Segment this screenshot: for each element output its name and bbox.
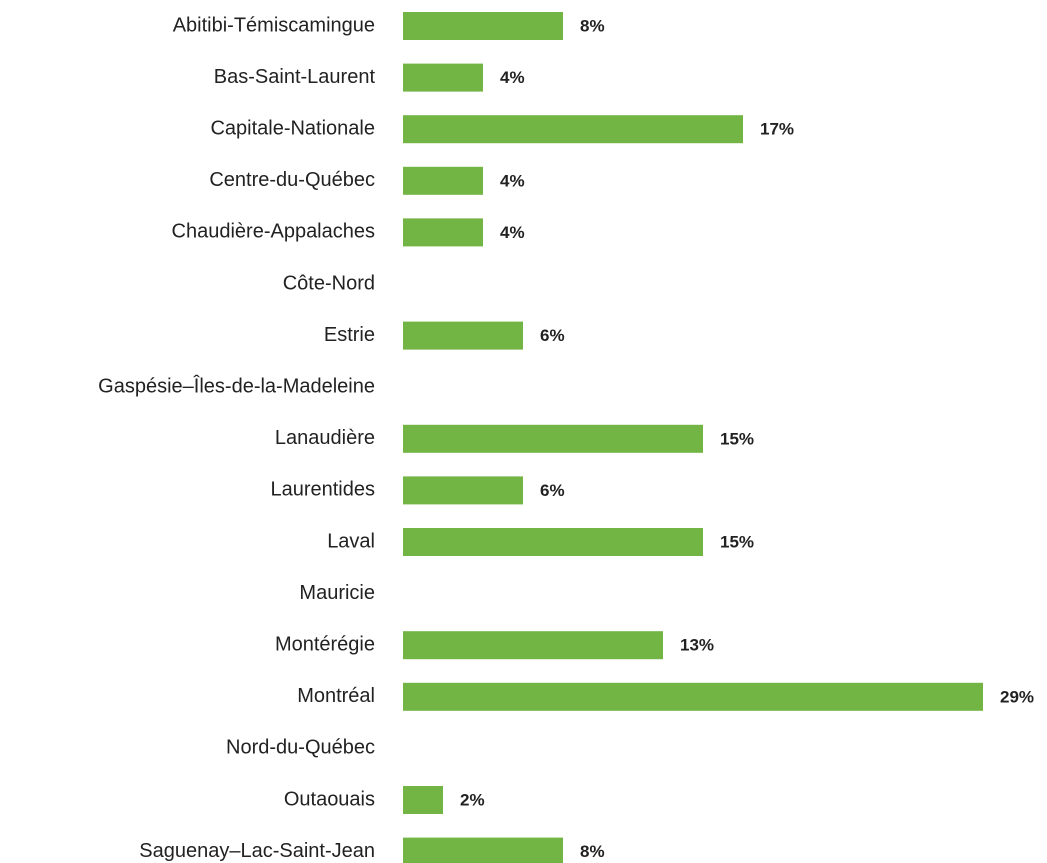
bar bbox=[403, 786, 443, 814]
category-label: Montérégie bbox=[275, 633, 375, 655]
bar bbox=[403, 682, 983, 711]
category-label: Nord-du-Québec bbox=[226, 737, 375, 759]
category-label: Abitibi-Témiscamingue bbox=[173, 14, 375, 36]
category-label: Outaouais bbox=[284, 788, 375, 810]
category-label: Mauricie bbox=[299, 582, 375, 604]
bar bbox=[403, 424, 703, 453]
value-label: 4% bbox=[500, 68, 525, 87]
category-label: Laval bbox=[327, 530, 375, 552]
value-label: 15% bbox=[720, 429, 754, 448]
bar bbox=[403, 115, 743, 144]
category-label: Chaudière-Appalaches bbox=[172, 221, 375, 243]
category-label: Lanaudière bbox=[275, 427, 375, 449]
bar bbox=[403, 476, 523, 505]
bar bbox=[403, 12, 563, 40]
category-label: Estrie bbox=[324, 324, 375, 346]
value-label: 8% bbox=[580, 16, 605, 35]
category-label: Côte-Nord bbox=[283, 272, 375, 294]
bar bbox=[403, 528, 703, 556]
bar bbox=[403, 631, 663, 660]
value-label: 6% bbox=[540, 326, 565, 345]
value-label: 29% bbox=[1000, 687, 1034, 706]
category-label: Bas-Saint-Laurent bbox=[214, 66, 376, 88]
category-label: Centre-du-Québec bbox=[209, 169, 375, 191]
value-label: 13% bbox=[680, 636, 714, 655]
bar bbox=[403, 218, 483, 247]
value-label: 4% bbox=[500, 171, 525, 190]
bar bbox=[403, 63, 483, 92]
value-label: 4% bbox=[500, 223, 525, 242]
value-label: 6% bbox=[540, 481, 565, 500]
value-label: 17% bbox=[760, 120, 794, 139]
category-label: Capitale-Nationale bbox=[210, 117, 375, 139]
category-label: Montréal bbox=[297, 685, 375, 707]
category-label: Gaspésie–Îles-de-la-Madeleine bbox=[98, 374, 375, 397]
bar bbox=[403, 166, 483, 195]
value-label: 15% bbox=[720, 532, 754, 551]
bar bbox=[403, 837, 563, 863]
value-label: 2% bbox=[460, 790, 485, 809]
category-label: Saguenay–Lac-Saint-Jean bbox=[139, 840, 375, 862]
bar bbox=[403, 321, 523, 350]
category-label: Laurentides bbox=[270, 479, 375, 501]
value-label: 8% bbox=[580, 842, 605, 861]
